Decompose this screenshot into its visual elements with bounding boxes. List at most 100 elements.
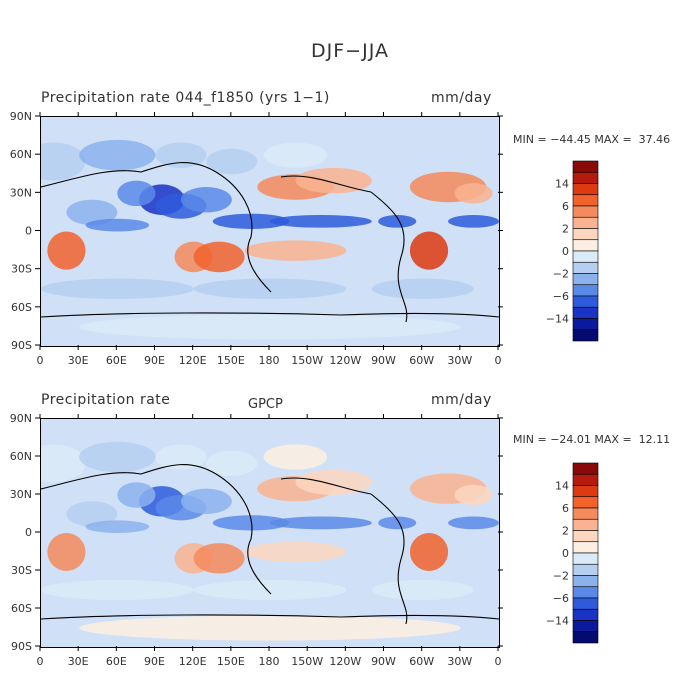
precip-anomaly-region — [270, 214, 372, 228]
min-label: MIN = — [513, 133, 547, 146]
coastline — [215, 171, 272, 293]
coastline — [280, 175, 372, 193]
precip-anomaly-region — [448, 214, 499, 228]
colorbar-swatch — [572, 518, 599, 531]
y-tick-label: 60S — [11, 602, 32, 615]
y-tick-label: 30N — [10, 186, 32, 199]
precip-anomaly-region — [41, 278, 194, 299]
colorbar-swatch — [572, 608, 599, 621]
colorbar-label: −6 — [553, 592, 569, 605]
x-tick-label: 180 — [259, 354, 280, 367]
x-tick-label: 180 — [259, 655, 280, 668]
y-tick-label: 60N — [10, 450, 32, 463]
precip-anomaly-region — [295, 167, 372, 194]
x-tick-label: 60W — [409, 354, 434, 367]
colorbar-swatch — [572, 597, 599, 610]
x-tick-label: 0 — [37, 655, 44, 668]
precip-anomaly-region — [41, 142, 86, 181]
precip-anomaly-region — [155, 142, 207, 168]
max-value: 12.11 — [638, 433, 671, 446]
precip-anomaly-region — [41, 579, 194, 601]
precip-anomaly-region — [85, 520, 150, 533]
coastline — [41, 614, 499, 620]
precip-anomaly-region — [85, 218, 150, 232]
precip-anomaly-region — [206, 450, 258, 476]
precip-anomaly-region — [409, 231, 449, 270]
y-tick-label: 30N — [10, 488, 32, 501]
precip-anomaly-region — [212, 515, 290, 531]
x-tick-label: 0 — [495, 655, 502, 668]
colorbar-label: 2 — [562, 223, 569, 236]
x-tick-label: 120W — [329, 655, 361, 668]
panel-title: Precipitation rate 044_f1850 (yrs 1−1) — [41, 90, 330, 106]
y-tick-label: 0 — [25, 225, 32, 238]
x-tick-label: 0 — [37, 354, 44, 367]
precip-anomaly-region — [454, 183, 493, 204]
max-value: 37.46 — [638, 133, 671, 146]
precip-anomaly-region — [41, 444, 86, 483]
colorbar-label: 0 — [562, 547, 569, 560]
precip-anomaly-region — [454, 484, 493, 506]
x-tick-label: 120W — [329, 354, 361, 367]
colorbar-label: −2 — [553, 268, 569, 281]
coastline — [215, 473, 272, 595]
precip-anomaly-region — [193, 579, 347, 601]
min-value: −44.45 — [550, 133, 591, 146]
colorbar-label: 6 — [562, 200, 569, 213]
precip-anomaly-region — [378, 516, 417, 530]
coastline — [370, 191, 408, 323]
precip-anomaly-region — [206, 148, 258, 175]
colorbar-label: 14 — [555, 178, 569, 191]
colorbar-swatch — [572, 552, 599, 565]
x-tick-label: 90W — [371, 655, 396, 668]
precip-anomaly-region — [180, 488, 232, 514]
colorbar-swatch — [572, 473, 599, 486]
y-tick-label: 60S — [11, 301, 32, 314]
precip-anomaly-region — [79, 615, 461, 641]
colorbar-swatch — [572, 496, 599, 509]
y-tick-label: 30S — [11, 564, 32, 577]
x-tick-label: 30W — [447, 354, 472, 367]
min-value: −24.01 — [550, 433, 591, 446]
colorbar-swatch — [572, 631, 599, 644]
y-tick-label: 90S — [11, 339, 32, 352]
coastline — [41, 464, 217, 490]
precip-anomaly-region — [295, 469, 372, 495]
precip-anomaly-region — [66, 501, 118, 527]
max-label: MAX = — [594, 433, 632, 446]
colorbar-label: 14 — [555, 480, 569, 493]
precip-anomaly-region — [79, 139, 156, 171]
y-tick-label: 90N — [10, 110, 32, 123]
precip-anomaly-region — [180, 186, 232, 213]
colorbar-label: −14 — [546, 313, 569, 326]
precip-anomaly-region — [193, 278, 347, 299]
precip-field — [41, 139, 499, 340]
x-tick-label: 90E — [144, 354, 165, 367]
precip-field — [41, 441, 499, 641]
x-tick-label: 90E — [144, 655, 165, 668]
x-tick-label: 150W — [291, 655, 323, 668]
y-tick-label: 60N — [10, 148, 32, 161]
colorbar-swatch — [572, 329, 599, 342]
precip-anomaly-region — [409, 533, 449, 571]
precip-anomaly-region — [378, 214, 417, 228]
panel-title: Precipitation rate — [41, 392, 171, 408]
x-tick-label: 150E — [217, 354, 245, 367]
precip-anomaly-region — [212, 213, 290, 229]
precip-anomaly-region — [79, 314, 461, 340]
precip-anomaly-region — [193, 241, 245, 273]
colorbar-swatch — [572, 541, 599, 554]
x-tick-label: 30E — [68, 354, 89, 367]
x-tick-label: 90W — [371, 354, 396, 367]
panel-units: mm/day — [431, 90, 492, 106]
colorbar-swatch — [572, 530, 599, 543]
coastline — [41, 162, 217, 188]
y-tick-label: 90S — [11, 640, 32, 653]
x-tick-label: 30E — [68, 655, 89, 668]
panel-units: mm/day — [431, 392, 492, 408]
y-tick-label: 0 — [25, 526, 32, 539]
